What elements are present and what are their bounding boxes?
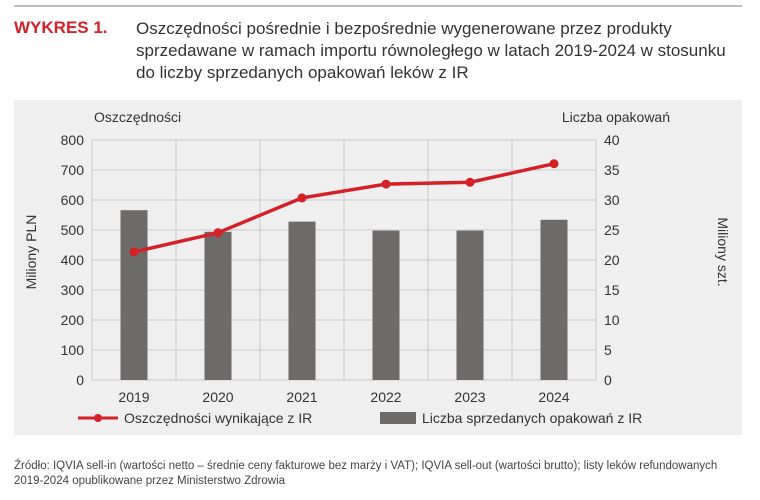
legend-line-marker — [94, 414, 102, 422]
left-tick-label: 400 — [61, 252, 85, 268]
right-tick-label: 35 — [604, 162, 620, 178]
left-tick-label: 200 — [61, 312, 85, 328]
right-tick-label: 15 — [604, 282, 620, 298]
combo-chart: Oszczędności Liczba opakowań Miliony PLN… — [23, 109, 731, 426]
x-tick-label: 2019 — [118, 389, 149, 405]
bar — [120, 210, 148, 380]
savings-line — [133, 161, 555, 254]
right-tick-label: 0 — [604, 372, 612, 388]
left-tick-label: 600 — [61, 192, 85, 208]
savings-point — [465, 177, 475, 187]
right-tick-label: 25 — [604, 222, 620, 238]
source-note: Źródło: IQVIA sell-in (wartości netto – … — [14, 460, 718, 487]
left-tick-label: 800 — [61, 132, 85, 148]
x-tick-label: 2022 — [370, 389, 401, 405]
right-axis-label: Miliony szt. — [715, 217, 731, 286]
savings-point — [297, 193, 307, 203]
legend-bar-swatch — [380, 412, 416, 424]
x-tick-label: 2023 — [454, 389, 485, 405]
right-axis-title: Liczba opakowań — [562, 109, 670, 125]
right-tick-label: 10 — [604, 312, 620, 328]
x-tick-label: 2020 — [202, 389, 233, 405]
bar — [540, 219, 568, 380]
x-tick-label: 2024 — [538, 389, 569, 405]
right-tick-label: 30 — [604, 192, 620, 208]
bar — [456, 230, 484, 380]
bar — [372, 230, 400, 380]
left-axis-label: Miliony PLN — [23, 215, 39, 290]
left-tick-label: 300 — [61, 282, 85, 298]
left-tick-label: 0 — [76, 372, 84, 388]
figure-title: Oszczędności pośrednie i bezpośrednie wy… — [136, 19, 726, 82]
bar — [204, 231, 232, 380]
left-tick-label: 100 — [61, 342, 85, 358]
x-tick-label: 2021 — [286, 389, 317, 405]
chart-panel: Oszczędności Liczba opakowań Miliony PLN… — [14, 100, 742, 435]
savings-point — [549, 159, 559, 169]
top-rule — [14, 5, 742, 7]
bar — [288, 221, 316, 380]
savings-point — [129, 247, 139, 257]
savings-point — [213, 228, 223, 238]
right-tick-label: 40 — [604, 132, 620, 148]
left-axis-title: Oszczędności — [94, 109, 181, 125]
right-tick-label: 20 — [604, 252, 620, 268]
legend-line-label: Oszczędności wynikające z IR — [124, 410, 312, 426]
left-tick-label: 500 — [61, 222, 85, 238]
savings-point — [381, 179, 391, 189]
figure-label: WYKRES 1. — [14, 18, 108, 37]
legend-bar-label: Liczba sprzedanych opakowań z IR — [422, 410, 642, 426]
left-tick-label: 700 — [61, 162, 85, 178]
right-tick-label: 5 — [604, 342, 612, 358]
